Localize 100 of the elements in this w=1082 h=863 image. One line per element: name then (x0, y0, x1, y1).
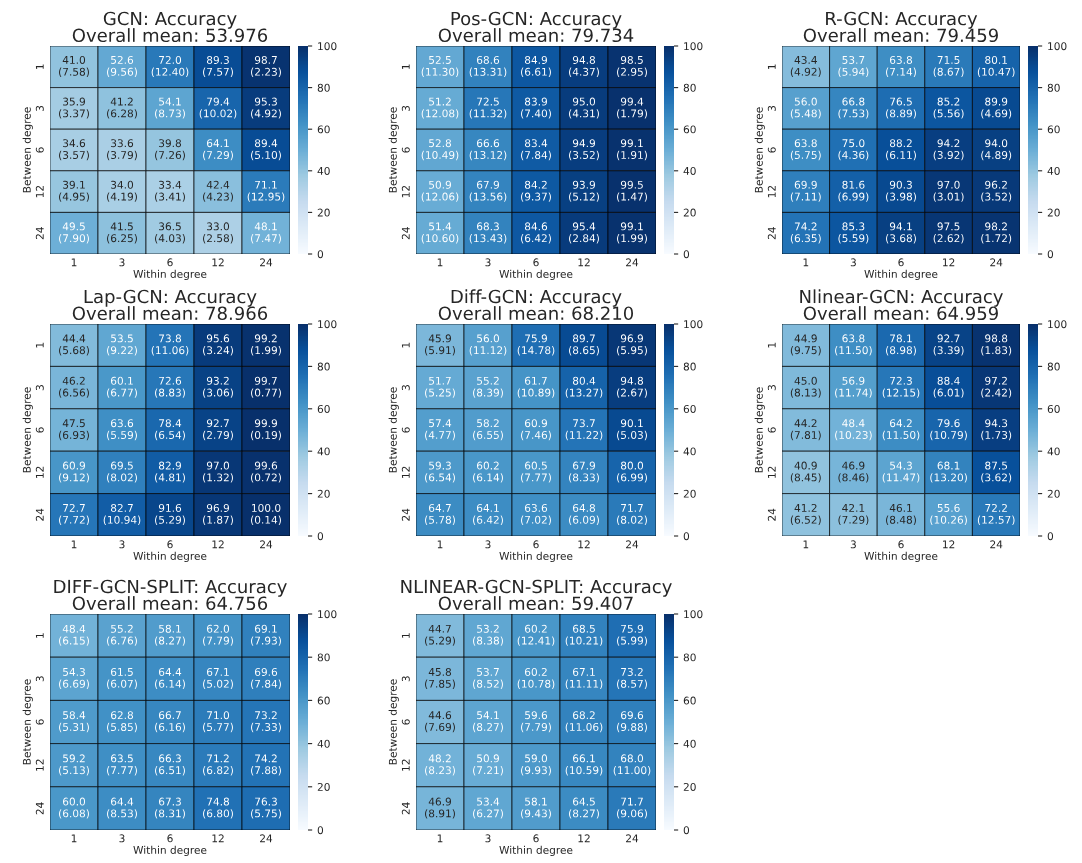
data-label: 99.2 (1.99) (251, 334, 281, 356)
x-tick-label: 12 (578, 258, 590, 267)
data-label: 44.7 (5.29) (425, 624, 455, 646)
data-label: 36.5 (4.03) (155, 222, 185, 244)
data-label: 71.5 (8.67) (933, 56, 964, 78)
data-label: 63.6 (5.59) (107, 419, 137, 441)
data-label: 64.1 (6.42) (473, 503, 503, 526)
data-label: 68.1 (13.20) (930, 461, 967, 483)
x-axis-title: Within degree (864, 269, 938, 280)
y-tick-label: 1 (401, 64, 410, 69)
color-bar-label: 40 (683, 739, 696, 748)
data-label: 98.5 (2.95) (617, 55, 647, 78)
chart-title: Nlinear-GCN: Accuracy (800, 289, 1003, 307)
data-label: 60.9 (7.46) (521, 419, 551, 441)
data-label: 94.8 (4.37) (569, 55, 599, 78)
data-label: 53.7 (8.52) (473, 667, 503, 690)
y-tick-label: 12 (401, 759, 410, 771)
color-bar-label: 20 (1047, 208, 1060, 217)
data-label: 97.2 (2.42) (981, 376, 1012, 398)
data-label: 95.6 (3.24) (203, 334, 233, 356)
data-label: 50.9 (7.21) (473, 754, 503, 776)
data-label: 33.4 (3.41) (155, 180, 185, 202)
data-label: 82.9 (4.81) (155, 461, 185, 483)
chart-title: R-GCN: Accuracy (826, 11, 978, 29)
data-label: 48.4 (6.15) (59, 624, 89, 646)
x-tick-label: 3 (485, 258, 491, 267)
data-label: 59.2 (5.13) (59, 754, 89, 776)
data-label: 74.2 (6.35) (790, 222, 821, 244)
data-label: 47.5 (6.93) (59, 419, 89, 441)
color-bar-label: 20 (683, 782, 696, 791)
data-label: 62.8 (5.85) (107, 711, 137, 733)
x-tick-label: 1 (437, 834, 443, 843)
data-label: 67.1 (5.02) (203, 667, 233, 690)
x-tick-label: 6 (533, 834, 539, 843)
data-label: 97.0 (1.32) (203, 461, 233, 483)
y-axis-title: Between degree (22, 107, 33, 193)
color-bar-label: 40 (683, 166, 696, 175)
color-bar-label: 0 (317, 532, 324, 541)
data-label: 85.2 (5.56) (933, 97, 964, 119)
data-label: 54.3 (11.47) (882, 461, 920, 483)
data-label: 45.0 (8.13) (790, 376, 821, 398)
y-tick-label: 6 (35, 427, 44, 433)
data-label: 34.0 (4.19) (107, 180, 137, 202)
data-label: 69.6 (9.88) (617, 711, 647, 733)
data-label: 66.7 (6.16) (155, 711, 185, 733)
data-label: 57.4 (4.77) (425, 419, 455, 441)
y-axis-title: Between degree (388, 107, 399, 193)
data-label: 78.1 (8.98) (886, 334, 916, 356)
data-label: 63.8 (7.14) (886, 55, 916, 78)
color-bar-label: 60 (1047, 404, 1060, 413)
data-label: 89.7 (8.65) (569, 334, 599, 356)
chart-subtitle: Overall mean: 53.976 (72, 28, 268, 43)
data-label: 51.4 (10.60) (421, 222, 459, 244)
data-label: 83.4 (7.84) (521, 139, 551, 161)
data-label: 90.1 (5.03) (617, 419, 647, 441)
data-label: 94.8 (2.67) (617, 376, 647, 398)
data-label: 60.2 (10.78) (517, 667, 555, 690)
data-label: 51.2 (12.08) (421, 97, 459, 119)
data-label: 75.9 (5.99) (617, 624, 647, 646)
x-tick-label: 3 (119, 834, 125, 843)
chart-subtitle: Overall mean: 59.407 (438, 596, 633, 611)
data-label: 60.2 (6.14) (473, 461, 503, 483)
data-label: 94.1 (3.68) (886, 222, 916, 244)
color-bar-label: 100 (684, 320, 703, 329)
x-tick-label: 6 (167, 834, 173, 843)
data-label: 42.1 (7.29) (838, 503, 869, 526)
data-label: 75.9 (14.78) (517, 334, 555, 356)
data-label: 92.7 (3.39) (933, 334, 964, 356)
y-axis-title: Between degree (388, 387, 399, 473)
color-bar-label: 80 (683, 83, 696, 92)
y-tick-label: 12 (35, 466, 44, 478)
data-label: 71.1 (12.95) (247, 180, 285, 202)
x-tick-label: 12 (943, 258, 955, 267)
x-tick-label: 12 (578, 834, 590, 843)
data-label: 99.9 (0.19) (251, 419, 281, 441)
x-tick-label: 6 (533, 258, 539, 267)
data-label: 76.3 (5.75) (251, 797, 281, 819)
data-label: 79.4 (10.02) (199, 97, 237, 119)
color-bar-label: 0 (683, 250, 690, 259)
data-label: 67.9 (8.33) (569, 461, 599, 483)
chart-subtitle: Overall mean: 64.959 (803, 306, 998, 321)
data-label: 73.8 (11.06) (151, 334, 189, 356)
x-tick-label: 3 (119, 540, 125, 549)
x-tick-label: 24 (260, 834, 273, 843)
data-label: 99.4 (1.79) (617, 97, 647, 119)
data-label: 61.7 (10.89) (517, 376, 555, 398)
y-axis-title: Between degree (22, 679, 33, 765)
data-label: 69.1 (7.93) (251, 624, 281, 646)
data-label: 74.8 (6.80) (203, 797, 233, 819)
color-bar-label: 40 (683, 447, 696, 456)
data-label: 67.9 (13.56) (469, 180, 507, 202)
data-label: 54.3 (6.69) (59, 667, 89, 690)
data-label: 40.9 (8.45) (790, 461, 821, 483)
color-bar-label: 60 (683, 125, 696, 134)
data-label: 64.7 (5.78) (425, 503, 455, 526)
color-bar-label: 100 (318, 610, 337, 619)
x-tick-label: 6 (898, 540, 904, 549)
data-label: 69.6 (7.84) (251, 667, 281, 690)
data-label: 90.3 (3.98) (886, 180, 916, 202)
data-label: 66.8 (7.53) (838, 97, 869, 119)
